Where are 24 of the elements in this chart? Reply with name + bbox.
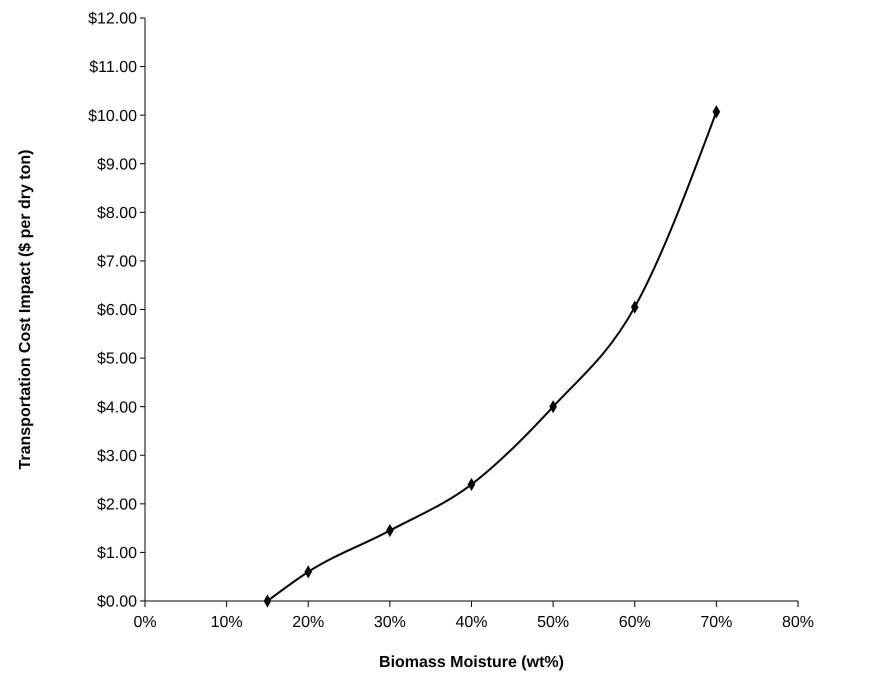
y-tick-label: $8.00: [96, 204, 138, 222]
x-tick-label: 20%: [292, 614, 324, 631]
x-tick-label: 30%: [374, 614, 406, 631]
y-tick-label: $1.00: [96, 545, 138, 562]
y-axis-title: Transportation Cost Impact ($ per dry ton): [17, 149, 34, 470]
x-tick-label: 60%: [618, 614, 651, 631]
y-tick-label: $2.00: [96, 496, 138, 514]
x-tick-label: 0%: [133, 614, 157, 631]
y-tick-label: $4.00: [96, 399, 138, 416]
x-tick-label: 70%: [700, 614, 732, 631]
x-tick-label: 80%: [782, 614, 814, 631]
y-tick-label: $7.00: [96, 254, 138, 271]
y-tick-label: $12.00: [88, 10, 138, 28]
y-tick-label: $11.00: [89, 59, 138, 76]
y-tick-label: $9.00: [96, 156, 138, 174]
x-axis-title: Biomass Moisture (wt%): [379, 654, 564, 671]
y-tick-label: $3.00: [96, 448, 138, 465]
y-tick-label: $0.00: [96, 594, 138, 611]
y-tick-label: $6.00: [96, 302, 138, 320]
y-tick-label: $10.00: [88, 108, 138, 125]
x-tick-label: 50%: [537, 614, 570, 631]
x-tick-label: 10%: [210, 614, 243, 631]
x-tick-label: 40%: [455, 614, 488, 631]
y-tick-label: $5.00: [96, 350, 138, 368]
